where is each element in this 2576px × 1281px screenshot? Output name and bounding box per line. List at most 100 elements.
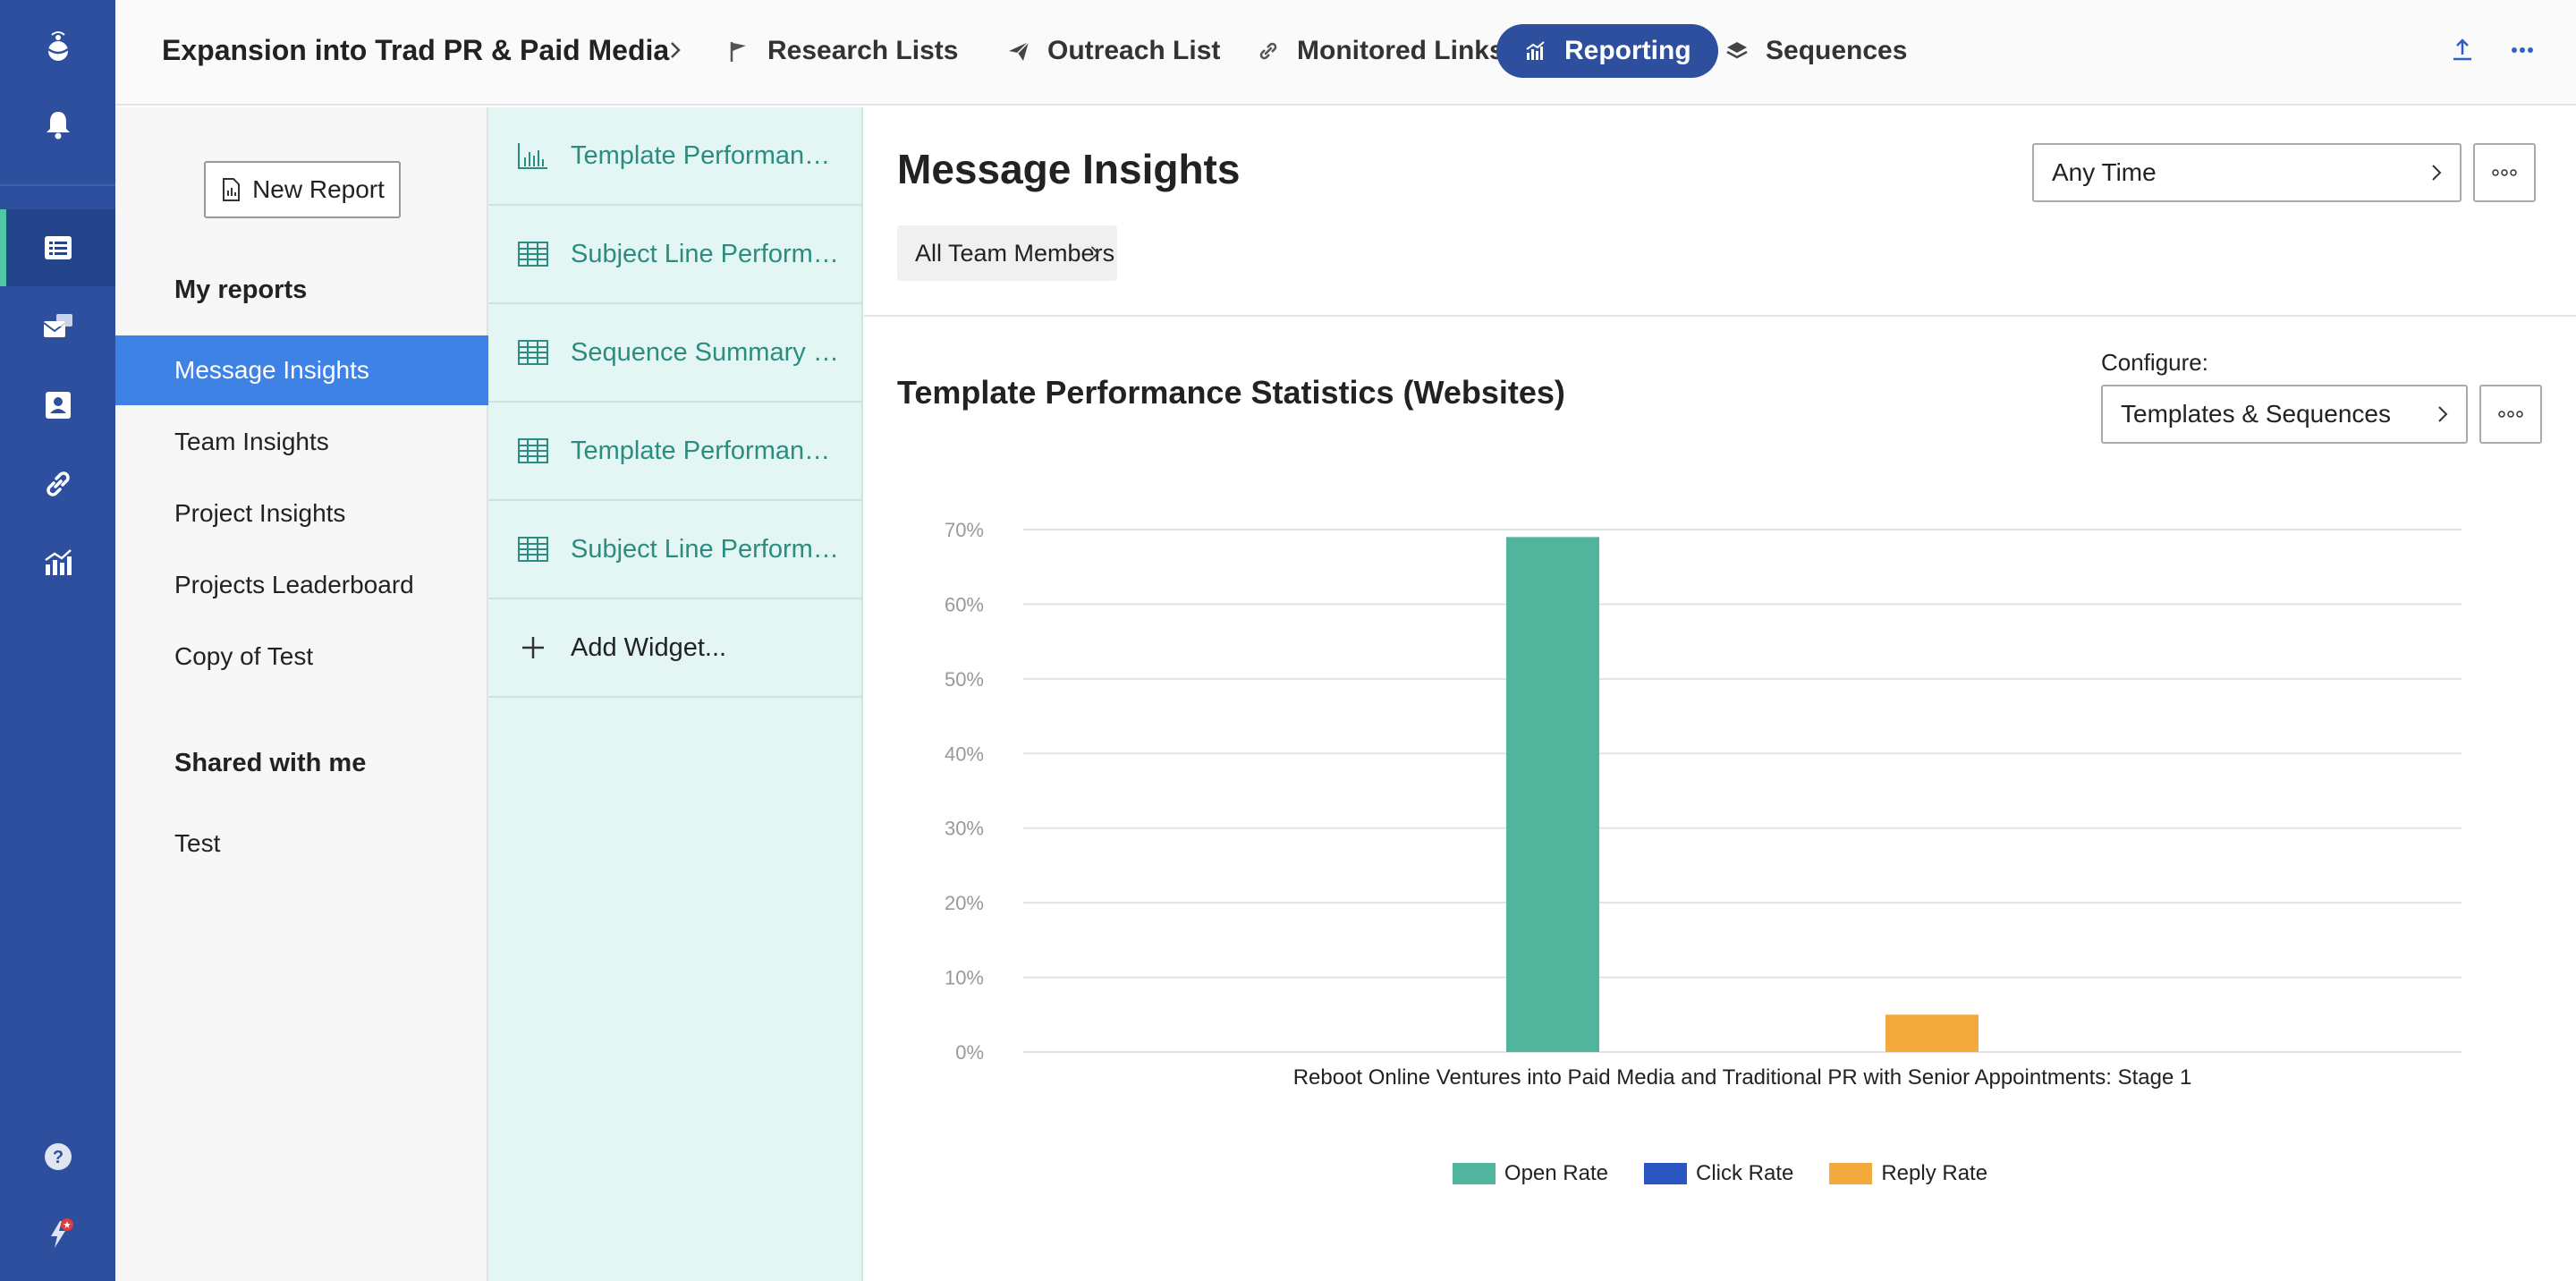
bar-chart-icon bbox=[518, 143, 547, 169]
report-item-project-insights[interactable]: Project Insights bbox=[174, 499, 346, 527]
report-item-projects-leaderboard[interactable]: Projects Leaderboard bbox=[174, 571, 414, 598]
configure-value: Templates & Sequences bbox=[2121, 400, 2391, 428]
inbox-icon[interactable] bbox=[0, 288, 115, 365]
tab-sequences[interactable]: Sequences bbox=[1698, 24, 1934, 78]
chevron-right-icon bbox=[1090, 246, 1099, 260]
y-tick-label: 0% bbox=[955, 1041, 984, 1064]
tab-outreach-list[interactable]: Outreach List bbox=[979, 24, 1247, 78]
project-title[interactable]: Expansion into Trad PR & Paid Media bbox=[162, 34, 670, 66]
report-item-team-insights[interactable]: Team Insights bbox=[174, 428, 329, 455]
legend-label: Reply Rate bbox=[1881, 1161, 1988, 1185]
widget-label: Sequence Summary Statistics bbox=[571, 337, 839, 367]
link-icon bbox=[1259, 42, 1277, 60]
chart-legend: Open Rate Click Rate Reply Rate bbox=[864, 1161, 2576, 1186]
section-divider bbox=[864, 315, 2576, 317]
time-filter-select[interactable]: Any Time bbox=[2032, 143, 2462, 202]
widget-label: Template Performance Statistics bbox=[571, 436, 839, 465]
ellipsis-icon bbox=[2498, 411, 2523, 418]
widget-item[interactable]: Subject Line Performance bbox=[488, 206, 861, 304]
team-filter-button[interactable]: All Team Members bbox=[897, 225, 1117, 281]
configure-select[interactable]: Templates & Sequences bbox=[2101, 385, 2468, 444]
widget-label: Subject Line Performance bbox=[571, 239, 839, 268]
new-report-label: New Report bbox=[252, 175, 385, 203]
tab-label: Monitored Links bbox=[1297, 36, 1504, 65]
contacts-icon[interactable] bbox=[0, 367, 115, 444]
legend-swatch bbox=[1452, 1163, 1496, 1184]
reports-sidebar: New Report My reports Message Insights T… bbox=[115, 107, 488, 1281]
report-more-button[interactable] bbox=[2473, 143, 2536, 202]
top-bar: Expansion into Trad PR & Paid Media Rese… bbox=[115, 0, 2576, 106]
bar-reply-rate bbox=[1885, 1014, 1979, 1052]
rail-divider bbox=[0, 184, 115, 186]
widget-list: Template Performance Statistics (Website… bbox=[488, 107, 863, 1281]
widget-label: Template Performance Statistics (Website… bbox=[571, 140, 839, 170]
page-title: Message Insights bbox=[897, 146, 1241, 192]
chevron-right-icon bbox=[2432, 165, 2442, 181]
bell-icon[interactable] bbox=[0, 86, 115, 163]
y-tick-label: 30% bbox=[945, 818, 984, 840]
x-category-label: Reboot Online Ventures into Paid Media a… bbox=[1293, 1065, 2192, 1090]
table-icon bbox=[518, 242, 548, 267]
add-widget-button[interactable]: Add Widget... bbox=[488, 599, 861, 698]
reports-list-icon[interactable] bbox=[0, 209, 115, 286]
y-tick-label: 50% bbox=[945, 668, 984, 691]
y-tick-label: 40% bbox=[945, 742, 984, 765]
ellipsis-icon bbox=[2492, 169, 2517, 176]
table-icon bbox=[518, 537, 548, 562]
team-filter-value: All Team Members bbox=[915, 239, 1115, 267]
tab-monitored-links[interactable]: Monitored Links bbox=[1229, 24, 1531, 78]
more-options-icon[interactable] bbox=[2503, 30, 2542, 70]
new-report-button[interactable]: New Report bbox=[204, 161, 401, 218]
legend-swatch bbox=[1643, 1163, 1687, 1184]
flag-icon bbox=[730, 42, 746, 62]
main-panel: Message Insights Any Time All Team Membe… bbox=[864, 107, 2576, 1281]
tab-reporting[interactable]: Reporting bbox=[1496, 24, 1718, 78]
analytics-icon[interactable] bbox=[0, 524, 115, 601]
y-tick-label: 70% bbox=[945, 519, 984, 541]
whats-new-icon[interactable] bbox=[0, 1195, 115, 1272]
table-icon bbox=[518, 438, 548, 463]
configure-label: Configure: bbox=[2101, 349, 2208, 376]
help-icon[interactable]: ? bbox=[0, 1118, 115, 1195]
legend-item[interactable]: Open Rate bbox=[1452, 1161, 1608, 1186]
y-tick-label: 20% bbox=[945, 892, 984, 914]
widget-item[interactable]: Subject Line Performance bbox=[488, 501, 861, 599]
legend-item[interactable]: Click Rate bbox=[1643, 1161, 1794, 1186]
my-reports-heading: My reports bbox=[174, 276, 308, 304]
legend-swatch bbox=[1829, 1163, 1873, 1184]
widget-title: Template Performance Statistics (Website… bbox=[897, 374, 1565, 411]
logo-icon[interactable] bbox=[0, 9, 115, 86]
chevron-right-icon[interactable] bbox=[665, 38, 686, 63]
plus-icon bbox=[522, 637, 544, 658]
document-icon bbox=[223, 178, 241, 201]
legend-label: Open Rate bbox=[1504, 1161, 1608, 1185]
report-item-message-insights[interactable]: Message Insights bbox=[115, 335, 488, 405]
svg-text:?: ? bbox=[52, 1148, 63, 1167]
tab-label: Research Lists bbox=[767, 36, 959, 65]
y-tick-label: 60% bbox=[945, 593, 984, 615]
table-icon bbox=[518, 340, 548, 365]
nav-rail: ? bbox=[0, 0, 115, 1281]
widget-item[interactable]: Sequence Summary Statistics bbox=[488, 304, 861, 403]
bar-open-rate bbox=[1506, 537, 1599, 1052]
report-item-copy-of-test[interactable]: Copy of Test bbox=[174, 642, 314, 670]
tab-label: Sequences bbox=[1766, 36, 1908, 65]
legend-label: Click Rate bbox=[1695, 1161, 1794, 1185]
layers-icon bbox=[1726, 42, 1748, 59]
export-icon[interactable] bbox=[2443, 30, 2482, 70]
add-widget-label: Add Widget... bbox=[571, 632, 727, 662]
widget-item[interactable]: Template Performance Statistics (Website… bbox=[488, 107, 861, 206]
legend-item[interactable]: Reply Rate bbox=[1829, 1161, 1987, 1186]
bar-chart: 0% 10% 20% 30% 40% 50% 60% 70% Reboot Online Ven… bbox=[945, 519, 2462, 1090]
y-tick-label: 10% bbox=[945, 967, 984, 989]
widget-item[interactable]: Template Performance Statistics bbox=[488, 403, 861, 501]
tab-research-lists[interactable]: Research Lists bbox=[699, 24, 985, 78]
shared-heading: Shared with me bbox=[174, 749, 367, 777]
report-item-test[interactable]: Test bbox=[174, 829, 221, 857]
tab-label: Reporting bbox=[1564, 36, 1691, 65]
paper-plane-icon bbox=[1009, 41, 1030, 61]
widget-more-button[interactable] bbox=[2479, 385, 2542, 444]
link-icon[interactable] bbox=[0, 445, 115, 522]
chevron-right-icon bbox=[2438, 406, 2448, 422]
bar-chart-icon bbox=[1526, 41, 1545, 60]
